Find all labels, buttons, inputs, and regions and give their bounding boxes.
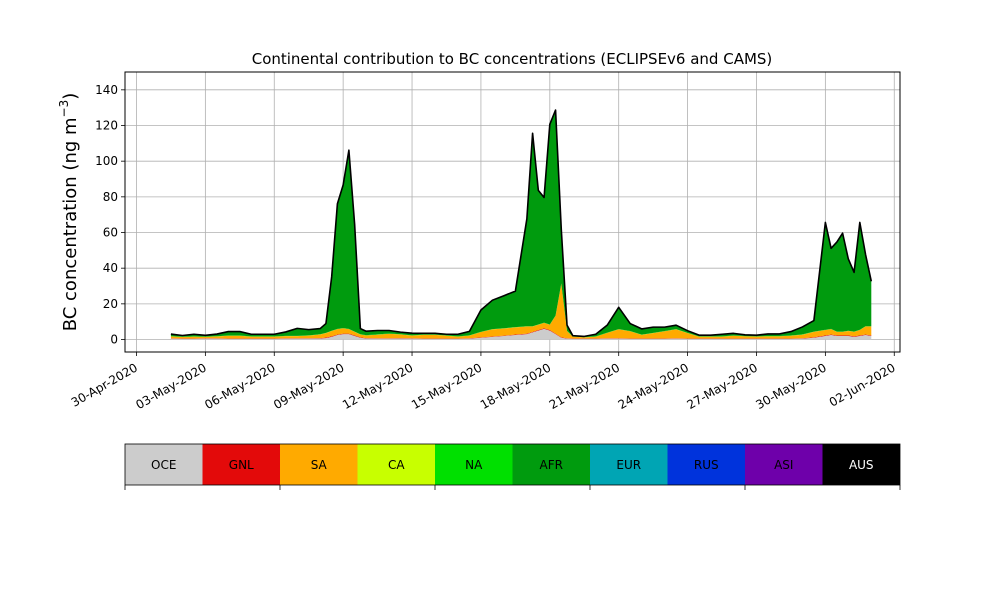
y-tick-label: 40: [103, 261, 118, 275]
legend-label-eur: EUR: [616, 458, 641, 472]
x-tick-label: 12-May-2020: [340, 360, 415, 412]
legend-swatch-sa: [280, 444, 358, 485]
x-tick-label: 21-May-2020: [547, 360, 622, 412]
legend-swatch-asi: [745, 444, 823, 485]
x-tick-label: 30-May-2020: [753, 360, 828, 412]
chart-title: Continental contribution to BC concentra…: [252, 50, 773, 68]
y-tick-label: 60: [103, 226, 118, 240]
y-axis-label-main: BC concentration (ng m: [60, 117, 81, 331]
x-tick-label: 03-May-2020: [133, 360, 208, 412]
legend-swatch-gnl: [202, 444, 280, 485]
total-concentration-line: [170, 109, 873, 338]
area-series-afr: [170, 110, 872, 338]
x-tick-label: 30-Apr-2020: [69, 360, 140, 409]
legend-swatch-eur: [590, 444, 668, 485]
legend-label-aus: AUS: [849, 458, 874, 472]
y-tick-label: 140: [95, 83, 118, 97]
legend-label-afr: AFR: [540, 458, 563, 472]
x-tick-label: 27-May-2020: [684, 360, 759, 412]
area-series-oce: [170, 328, 872, 340]
legend-label-na: NA: [465, 458, 483, 472]
legend-colorbar: OCE GNL SA CA NA AFR EUR RUS ASI AUS: [124, 443, 901, 490]
legend-label-oce: OCE: [151, 458, 176, 472]
area-series-sa: [170, 283, 872, 339]
y-axis-ticks: 0 20 40 60 80 100 120 140: [95, 83, 125, 347]
legend-label-ca: CA: [388, 458, 405, 472]
stacked-areas: [170, 110, 872, 340]
total-line: [170, 109, 873, 338]
y-axis-label-exponent: −3: [57, 100, 71, 118]
legend-swatch-rus: [667, 444, 745, 485]
legend-swatch-ca: [357, 444, 435, 485]
legend-label-sa: SA: [311, 458, 328, 472]
x-axis-ticks: 30-Apr-202003-May-202006-May-202009-May-…: [69, 352, 898, 412]
y-tick-label: 80: [103, 190, 118, 204]
x-tick-label: 24-May-2020: [616, 360, 691, 412]
x-tick-label: 18-May-2020: [478, 360, 553, 412]
y-tick-label: 20: [103, 297, 118, 311]
legend-swatch-aus: [822, 444, 900, 485]
legend-swatch-afr: [512, 444, 590, 485]
legend-frame: [124, 443, 901, 486]
x-tick-label: 15-May-2020: [409, 360, 484, 412]
plot-frame: [124, 71, 901, 353]
legend-label-rus: RUS: [694, 458, 719, 472]
legend-label-asi: ASI: [774, 458, 793, 472]
x-tick-label: 09-May-2020: [271, 360, 346, 412]
y-tick-label: 120: [95, 119, 118, 133]
grid-lines: [125, 72, 900, 352]
y-tick-label: 100: [95, 154, 118, 168]
x-tick-label: 02-Jun-2020: [827, 360, 898, 409]
y-axis-label-end: ): [60, 93, 81, 100]
legend-swatch-oce: [125, 444, 203, 485]
x-tick-label: 06-May-2020: [202, 360, 277, 412]
legend-label-gnl: GNL: [229, 458, 254, 472]
y-tick-label: 0: [110, 333, 118, 347]
legend-swatch-na: [435, 444, 513, 485]
y-axis-label: BC concentration (ng m−3): [57, 93, 81, 332]
